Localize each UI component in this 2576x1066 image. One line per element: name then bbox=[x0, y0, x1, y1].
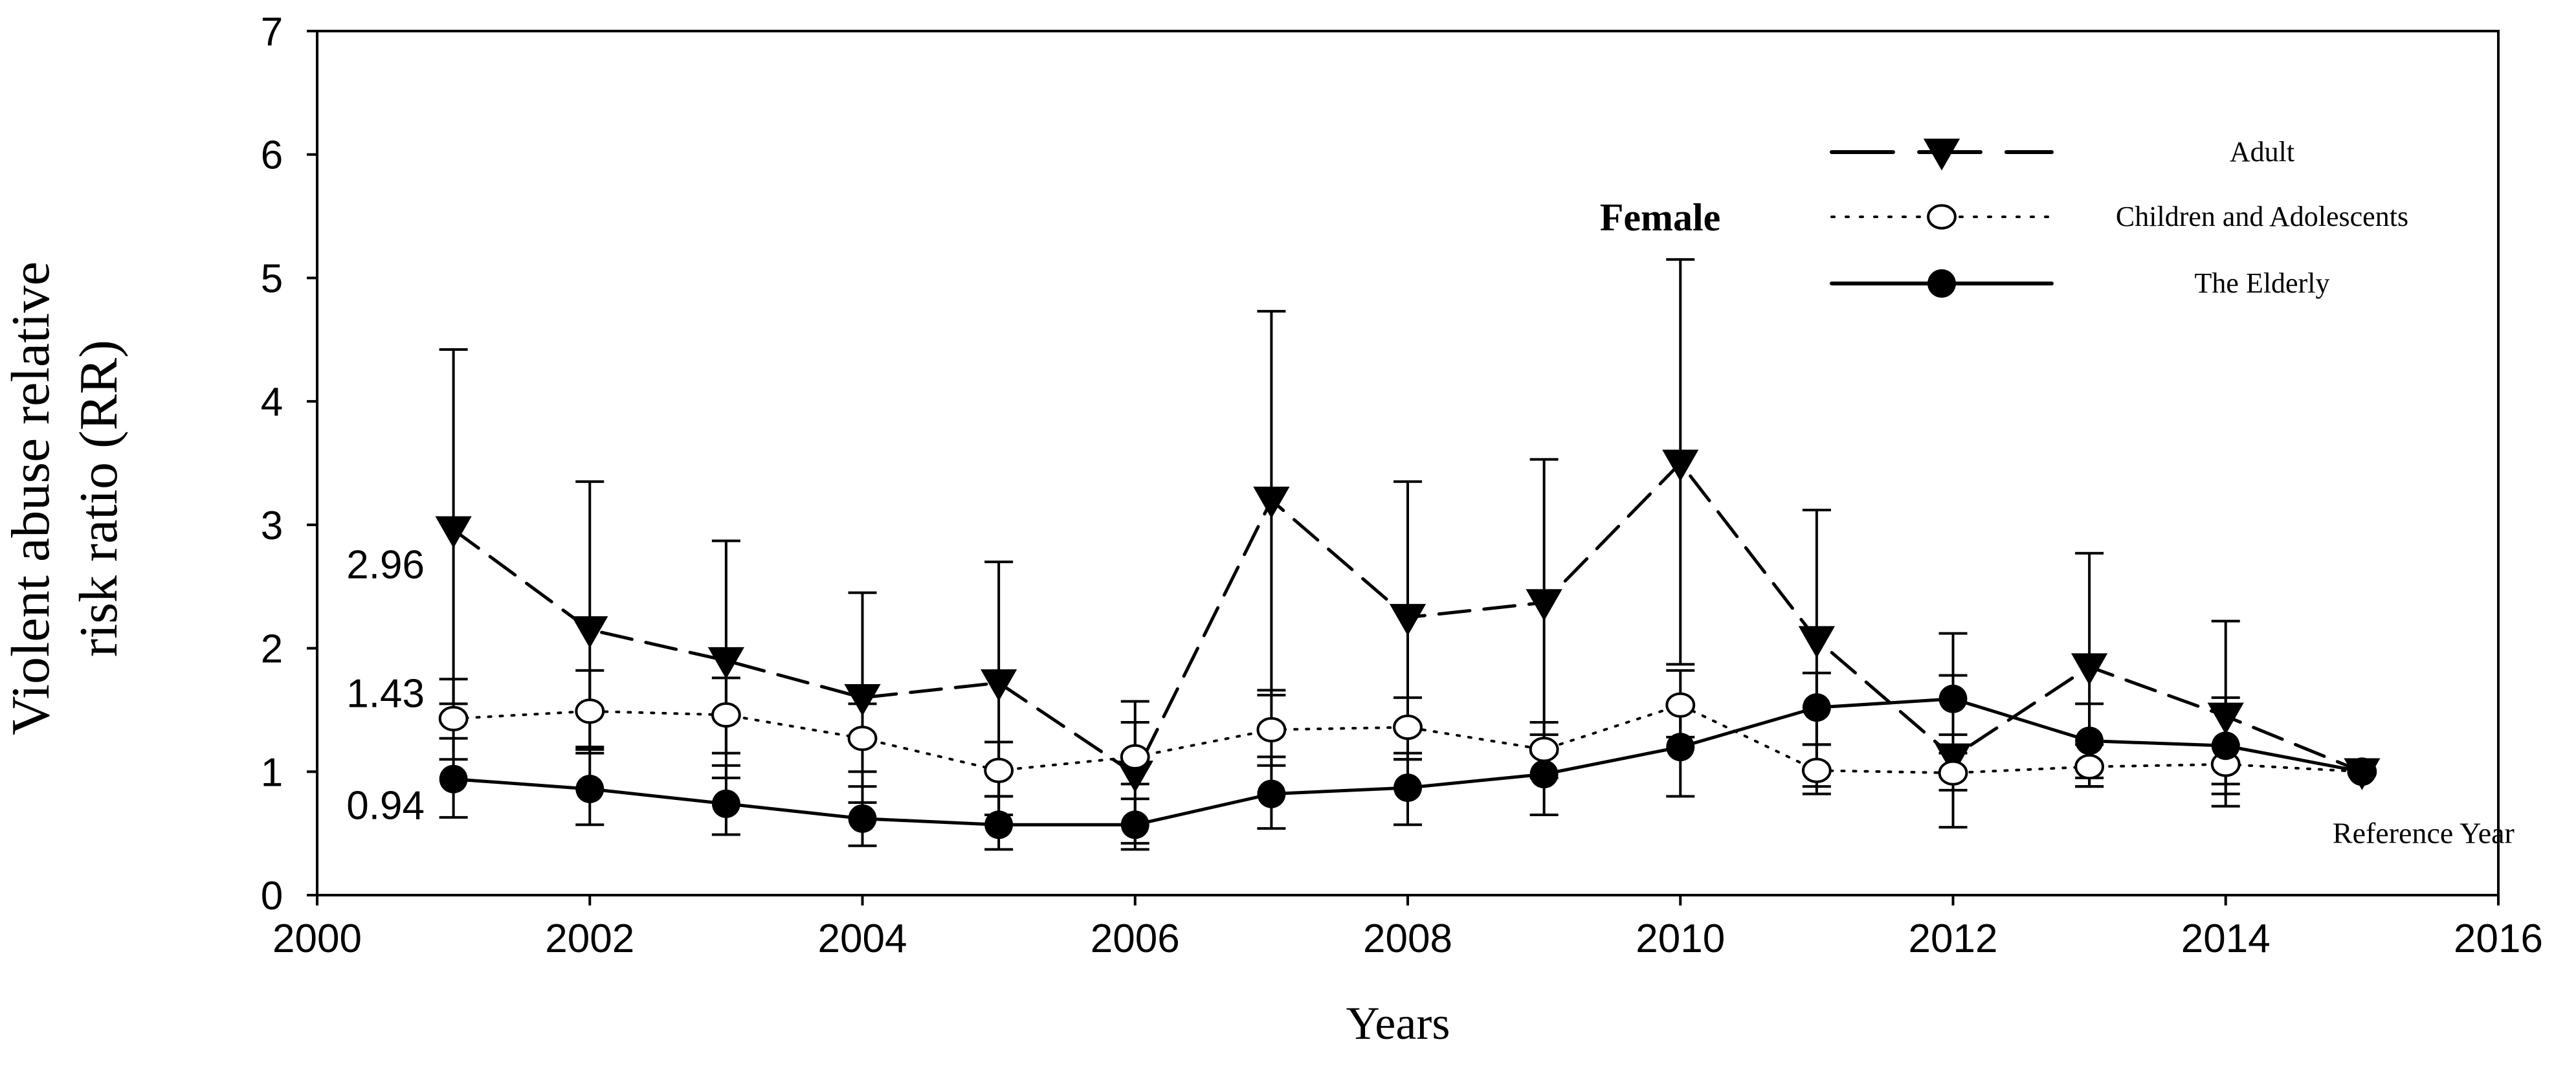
annotation-3: Reference Year bbox=[2333, 816, 2515, 849]
data-point-0-2011 bbox=[1798, 626, 1835, 658]
annotation-0: 2.96 bbox=[346, 542, 425, 587]
x-axis-label: Years bbox=[1346, 997, 1450, 1049]
data-point-2-2005 bbox=[984, 810, 1014, 839]
data-point-2-2003 bbox=[711, 789, 740, 818]
y-tick-label-2: 2 bbox=[261, 627, 283, 672]
data-point-2-2002 bbox=[575, 774, 605, 803]
data-point-1-2010 bbox=[1665, 692, 1696, 718]
data-point-1-2013 bbox=[2074, 754, 2105, 780]
legend-marker-0 bbox=[1923, 139, 1960, 171]
data-point-2-2011 bbox=[1802, 693, 1831, 722]
data-point-1-2003 bbox=[711, 702, 741, 728]
legend-label-1: Children and Adolescents bbox=[2116, 201, 2408, 232]
data-point-0-2007 bbox=[1253, 486, 1290, 519]
x-tick-label-2012: 2012 bbox=[1909, 916, 1998, 961]
x-tick-label-2000: 2000 bbox=[272, 916, 362, 961]
data-point-0-2002 bbox=[572, 616, 608, 649]
y-tick-label-5: 5 bbox=[261, 256, 283, 301]
x-tick-label-2004: 2004 bbox=[818, 916, 907, 961]
y-tick-label-7: 7 bbox=[261, 10, 283, 54]
data-point-0-2012 bbox=[1935, 743, 1971, 775]
x-tick-label-2008: 2008 bbox=[1363, 916, 1452, 961]
data-point-2-2009 bbox=[1529, 760, 1559, 789]
y-axis-label-line-2: risk ratio (RR) bbox=[69, 340, 129, 657]
data-point-1-2005 bbox=[984, 757, 1014, 783]
data-point-2-2013 bbox=[2075, 726, 2104, 755]
data-point-0-2010 bbox=[1662, 449, 1699, 482]
data-point-2-2015 bbox=[2348, 757, 2377, 786]
chart-title: Female bbox=[1600, 196, 1721, 239]
data-point-2-2006 bbox=[1120, 810, 1149, 839]
y-tick-label-4: 4 bbox=[261, 380, 283, 425]
data-point-1-2001 bbox=[438, 705, 469, 731]
y-tick-label-3: 3 bbox=[261, 504, 283, 548]
data-point-2-2007 bbox=[1257, 779, 1286, 808]
data-point-1-2009 bbox=[1529, 737, 1559, 762]
data-point-2-2014 bbox=[2211, 731, 2240, 761]
data-point-0-2004 bbox=[844, 684, 881, 716]
y-tick-label-0: 0 bbox=[261, 874, 283, 918]
text-layer: Female Years Violent abuse relative risk… bbox=[1, 136, 2515, 1049]
data-point-1-2007 bbox=[1256, 716, 1287, 743]
x-tick-label-2002: 2002 bbox=[545, 916, 634, 961]
x-tick-label-2014: 2014 bbox=[2181, 916, 2271, 961]
y-tick-label-6: 6 bbox=[261, 133, 283, 178]
legend-label-0: Adult bbox=[2230, 136, 2294, 168]
data-point-1-2008 bbox=[1393, 715, 1423, 740]
data-point-2-2012 bbox=[1938, 684, 1968, 713]
data-point-0-2008 bbox=[1389, 604, 1427, 636]
series-layer bbox=[435, 258, 2381, 851]
annotation-1: 1.43 bbox=[346, 671, 425, 716]
x-tick-label-2006: 2006 bbox=[1091, 916, 1180, 961]
data-point-2-2001 bbox=[439, 764, 468, 794]
data-point-2-2008 bbox=[1393, 773, 1422, 803]
x-tick-label-2016: 2016 bbox=[2454, 916, 2543, 961]
data-point-1-2002 bbox=[575, 698, 605, 724]
legend-marker-1 bbox=[1927, 204, 1957, 230]
data-point-0-2001 bbox=[435, 516, 472, 548]
data-point-0-2009 bbox=[1526, 589, 1562, 621]
x-tick-label-2010: 2010 bbox=[1636, 916, 1725, 961]
legend-marker-2 bbox=[1927, 269, 1956, 298]
plot-layer: 2000 2002 2004 2006 2008 2010 2012 2014 2016 0 1 2 3… bbox=[261, 10, 2543, 961]
annotation-2: 0.94 bbox=[346, 784, 425, 828]
data-point-1-2012 bbox=[1938, 760, 1968, 786]
data-point-1-2006 bbox=[1120, 744, 1150, 770]
legend: Adult Children and Adolescents The Elderly bbox=[1830, 136, 2408, 299]
y-axis-label-line-1: Violent abuse relative bbox=[1, 261, 61, 735]
y-tick-label-1: 1 bbox=[261, 750, 283, 795]
data-point-0-2014 bbox=[2207, 702, 2244, 735]
data-point-0-2013 bbox=[2071, 653, 2108, 685]
data-point-0-2003 bbox=[707, 647, 744, 680]
data-point-0-2005 bbox=[981, 669, 1017, 702]
data-point-2-2004 bbox=[848, 804, 877, 833]
data-point-1-2011 bbox=[1801, 757, 1832, 783]
legend-label-2: The Elderly bbox=[2195, 267, 2330, 299]
data-point-2-2010 bbox=[1666, 733, 1695, 762]
data-point-1-2004 bbox=[847, 726, 878, 751]
